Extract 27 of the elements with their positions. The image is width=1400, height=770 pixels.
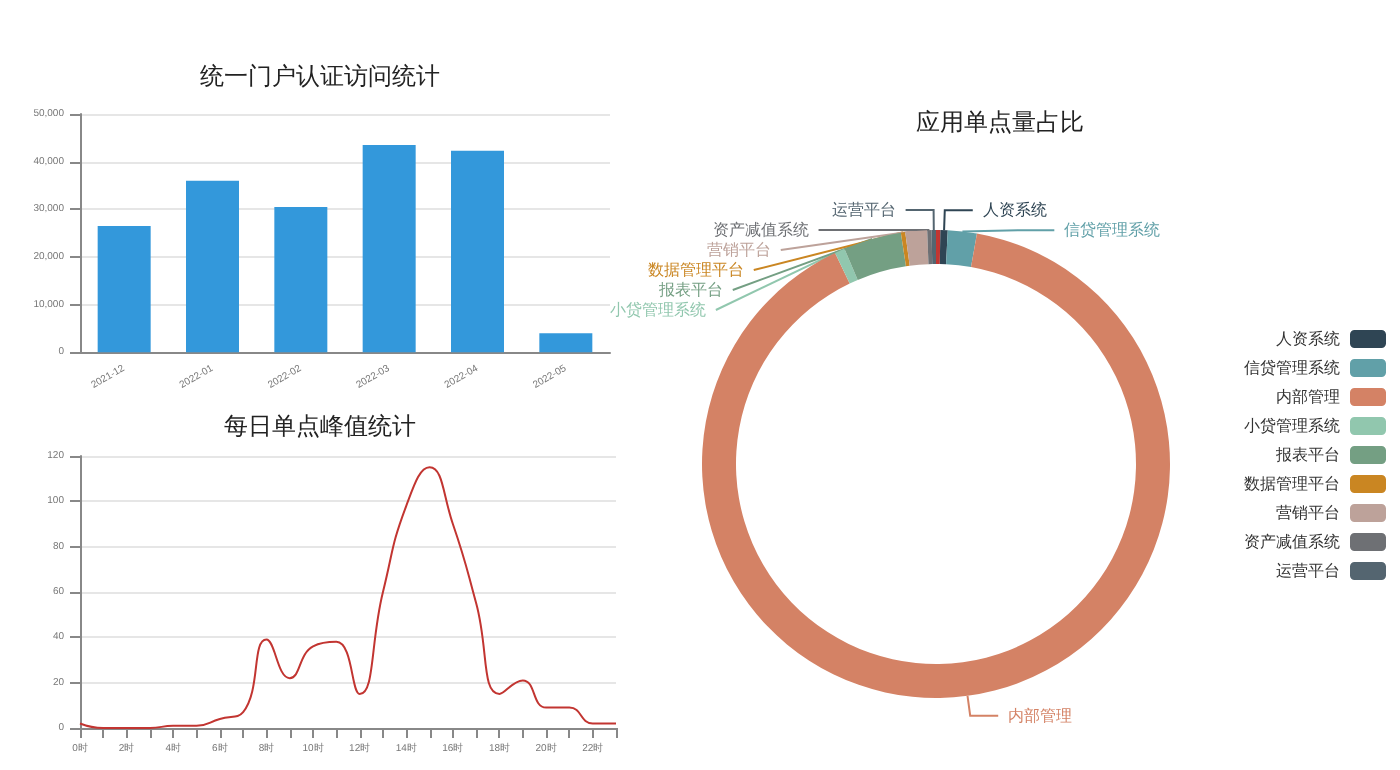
legend-label: 内部管理 xyxy=(1276,388,1340,406)
bar xyxy=(362,144,416,353)
bar xyxy=(186,180,239,353)
slice-label: 运营平台 xyxy=(831,201,896,220)
slice-label: 营销平台 xyxy=(706,241,771,260)
legend-label: 信贷管理系统 xyxy=(1244,359,1340,377)
legend-label: 资产减值系统 xyxy=(1244,533,1340,551)
legend-label: 营销平台 xyxy=(1276,504,1340,522)
slice-label: 内部管理 xyxy=(1008,706,1073,725)
slice-label: 资产减值系统 xyxy=(712,221,809,240)
chart-title: 每日单点峰值统计 xyxy=(224,412,416,440)
slice-label: 人资系统 xyxy=(982,201,1047,220)
chart-title: 应用单点量占比 xyxy=(916,108,1084,136)
legend-label: 人资系统 xyxy=(1276,330,1340,348)
legend-label: 小贷管理系统 xyxy=(1244,417,1340,435)
legend-label: 运营平台 xyxy=(1276,562,1340,580)
slice-label: 报表平台 xyxy=(656,281,723,300)
slice-label: 信贷管理系统 xyxy=(1064,221,1161,240)
slice-label: 数据管理平台 xyxy=(647,261,744,280)
bar xyxy=(451,150,504,353)
legend-label: 数据管理平台 xyxy=(1244,475,1340,493)
bar xyxy=(274,206,328,353)
bar xyxy=(539,333,593,353)
chart-title: 统一门户认证访问统计 xyxy=(200,62,440,90)
slice-label: 小贷管理系统 xyxy=(609,301,706,320)
legend-label: 报表平台 xyxy=(1274,446,1340,464)
bar xyxy=(97,226,151,353)
